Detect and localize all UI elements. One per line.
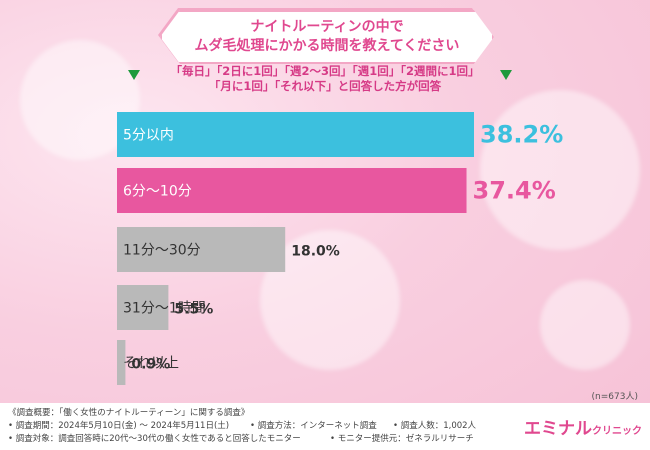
title-line-1: ナイトルーティンの中で: [250, 19, 404, 35]
category-label-5: それ以上: [123, 356, 179, 372]
bar-1: [117, 112, 474, 157]
survey-method: • 調査方法：インターネット調査: [250, 421, 377, 431]
survey-overview: 《調査概要：「働く女性のナイトルーティーン」に関する調査》: [8, 408, 250, 418]
title-line-2: ムダ毛処理にかかる時間を教えてください: [194, 38, 460, 54]
survey-period: • 調査期間：2024年5月10日(金) 〜 2024年5月11日(土): [8, 421, 230, 431]
survey-target: • 調査対象：調査回答時に20代〜30代の働く女性であると回答したモニター: [8, 434, 301, 444]
bar-3: [117, 227, 286, 272]
subtitle-line-1: 「毎日」「2日に1回」「週2〜3回」「週1回」「2週間に1回」: [170, 64, 480, 78]
value-label-4: 5.5%: [174, 302, 213, 318]
subtitle: 「毎日」「2日に1回」「週2〜3回」「週1回」「2週間に1回」 「月に1回」「そ…: [0, 64, 650, 94]
bar-2: [117, 168, 467, 213]
category-label-2: 6分〜10分: [123, 184, 192, 200]
brand-logo: エミナルクリニック: [524, 414, 642, 439]
sample-size-note: (n=673人): [591, 392, 638, 402]
bar-5: [117, 340, 126, 385]
triangle-left-icon: [128, 70, 140, 80]
logo-main: エミナル: [524, 419, 592, 439]
category-label-3: 11分〜30分: [123, 243, 201, 259]
survey-count: • 調査人数：1,002人: [393, 421, 477, 431]
value-label-3: 18.0%: [291, 244, 340, 260]
triangle-right-icon: [500, 70, 512, 80]
logo-sub: クリニック: [592, 426, 642, 437]
title-box: ナイトルーティンの中で ムダ毛処理にかかる時間を教えてください: [160, 10, 494, 64]
subtitle-line-2: 「月に1回」「それ以下」と回答した方が回答: [208, 79, 442, 93]
category-label-4: 31分〜1時間: [123, 301, 206, 317]
footer: 《調査概要：「働く女性のナイトルーティーン」に関する調査》 • 調査期間：202…: [0, 403, 650, 450]
monitor-provider: • モニター提供元：ゼネラルリサーチ: [330, 434, 474, 444]
value-label-5: 0.9%: [131, 357, 170, 373]
value-label-2: 37.4%: [473, 177, 556, 205]
value-label-1: 38.2%: [480, 121, 563, 149]
category-label-1: 5分以内: [123, 128, 174, 144]
bar-4: [117, 285, 169, 330]
